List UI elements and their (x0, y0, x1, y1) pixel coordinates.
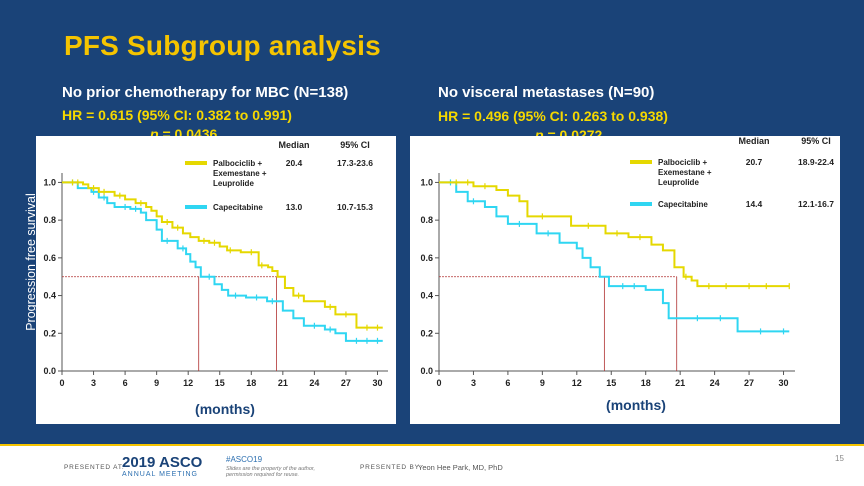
right-legend-swatch-capecitabine (630, 202, 652, 206)
presenter-name: Yeon Hee Park, MD, PhD (418, 463, 503, 472)
left-legend-swatch-capecitabine (185, 205, 207, 209)
left-y-tick-label: 0.4 (43, 291, 56, 301)
right-p-label: p (535, 127, 544, 143)
footer: PRESENTED AT: 2019 ASCO ANNUAL MEETING #… (0, 446, 864, 486)
left-legend-label-palbociclib: Leuprolide (213, 179, 254, 188)
right-x-tick-label: 12 (572, 378, 582, 388)
left-x-tick-label: 21 (278, 378, 288, 388)
left-legend-swatch-palbociclib (185, 161, 207, 165)
left-x-tick-label: 15 (215, 378, 225, 388)
left-ci-value-capecitabine: 10.7-15.3 (337, 202, 373, 212)
right-x-tick-label: 9 (540, 378, 545, 388)
right-legend-label-palbociclib: Palbociclib + (658, 158, 707, 167)
right-y-tick-label: 0.4 (420, 291, 433, 301)
right-km-curve-capecitabine (439, 181, 790, 333)
right-x-tick-label: 0 (436, 378, 441, 388)
right-y-tick-label: 1.0 (420, 177, 433, 187)
left-hr-text: HR = 0.615 (95% CI: 0.382 to 0.991) (62, 107, 292, 123)
right-median-value-capecitabine: 14.4 (746, 199, 763, 209)
left-x-tick-label: 24 (309, 378, 319, 388)
left-ci-value-palbociclib: 17.3-23.6 (337, 158, 373, 168)
right-y-tick-label: 0.8 (420, 215, 433, 225)
left-y-tick-label: 1.0 (43, 177, 56, 187)
right-y-tick-label: 0.0 (420, 366, 433, 376)
right-panel-title: No visceral metastases (N=90) (438, 84, 655, 101)
right-km-plot: 0.0 0.2 0.4 0.6 0.8 1.0 0 3 6 9 12 15 18 21 24 27 30 (mon… (410, 136, 840, 424)
page-number: 15 (835, 454, 844, 463)
left-y-tick-label: 0.2 (43, 328, 56, 338)
right-ci-value-capecitabine: 12.1-16.7 (798, 199, 834, 209)
right-legend-swatch-palbociclib (630, 160, 652, 164)
right-x-tick-label: 27 (744, 378, 754, 388)
right-x-tick-label: 21 (675, 378, 685, 388)
left-km-chart: 0.0 0.2 0.4 0.6 0.8 1.0 0 3 6 9 12 15 18 21 24 27 30 (mon… (43, 140, 388, 417)
left-x-tick-label: 18 (246, 378, 256, 388)
left-x-tick-label: 12 (183, 378, 193, 388)
left-legend-label-palbociclib: Exemestane + (213, 169, 267, 178)
left-median-value-palbociclib: 20.4 (286, 158, 303, 168)
left-x-tick-label: 27 (341, 378, 351, 388)
right-ci-value-palbociclib: 18.9-22.4 (798, 157, 834, 167)
right-y-tick-label: 0.2 (420, 328, 433, 338)
left-y-tick-label: 0.8 (43, 215, 56, 225)
right-x-tick-label: 18 (641, 378, 651, 388)
left-legend-label-capecitabine: Capecitabine (213, 203, 263, 212)
right-km-chart: 0.0 0.2 0.4 0.6 0.8 1.0 0 3 6 9 12 15 18 21 24 27 30 (mon… (420, 136, 834, 413)
left-x-axis-label: (months) (195, 401, 255, 417)
left-x-tick-label: 3 (91, 378, 96, 388)
left-x-tick-label: 9 (154, 378, 159, 388)
presented-at-label: PRESENTED AT: (64, 464, 125, 471)
right-hr-text: HR = 0.496 (95% CI: 0.263 to 0.938) (438, 108, 668, 124)
right-km-curve-palbociclib (439, 181, 790, 288)
left-km-plot: 0.0 0.2 0.4 0.6 0.8 1.0 0 3 6 9 12 15 18 21 24 27 30 (mon… (36, 136, 396, 424)
right-legend-label-palbociclib: Leuprolide (658, 178, 699, 187)
right-ci-header: 95% CI (801, 136, 831, 146)
slide-title: PFS Subgroup analysis (64, 30, 381, 61)
left-y-tick-label: 0.6 (43, 253, 56, 263)
left-median-header: Median (278, 140, 309, 150)
left-legend-label-palbociclib: Palbociclib + (213, 159, 262, 168)
right-y-tick-label: 0.6 (420, 253, 433, 263)
left-y-tick-label: 0.0 (43, 366, 56, 376)
copyright-note: Slides are the property of the author, p… (226, 466, 315, 478)
presented-by-label: PRESENTED BY: (360, 464, 423, 471)
right-median-value-palbociclib: 20.7 (746, 157, 763, 167)
asco-logo-year: 2019 ASCO (122, 454, 203, 471)
asco-logo-subtitle: ANNUAL MEETING (122, 471, 198, 478)
left-panel-title: No prior chemotherapy for MBC (N=138) (62, 84, 349, 101)
right-x-axis-label: (months) (606, 397, 666, 413)
left-x-tick-label: 6 (123, 378, 128, 388)
left-x-tick-label: 0 (59, 378, 64, 388)
left-median-value-capecitabine: 13.0 (286, 202, 303, 212)
left-km-curve-capecitabine (62, 181, 383, 342)
right-legend-label-palbociclib: Exemestane + (658, 168, 712, 177)
left-x-tick-label: 30 (372, 378, 382, 388)
left-p-label: p (150, 126, 159, 142)
right-x-tick-label: 3 (471, 378, 476, 388)
left-ci-header: 95% CI (340, 140, 370, 150)
right-x-tick-label: 24 (710, 378, 720, 388)
right-x-tick-label: 15 (606, 378, 616, 388)
right-x-tick-label: 30 (779, 378, 789, 388)
hashtag: #ASCO19 (226, 455, 263, 464)
right-median-header: Median (738, 136, 769, 146)
right-x-tick-label: 6 (505, 378, 510, 388)
right-legend-label-capecitabine: Capecitabine (658, 200, 708, 209)
footer-stripe (0, 444, 864, 446)
